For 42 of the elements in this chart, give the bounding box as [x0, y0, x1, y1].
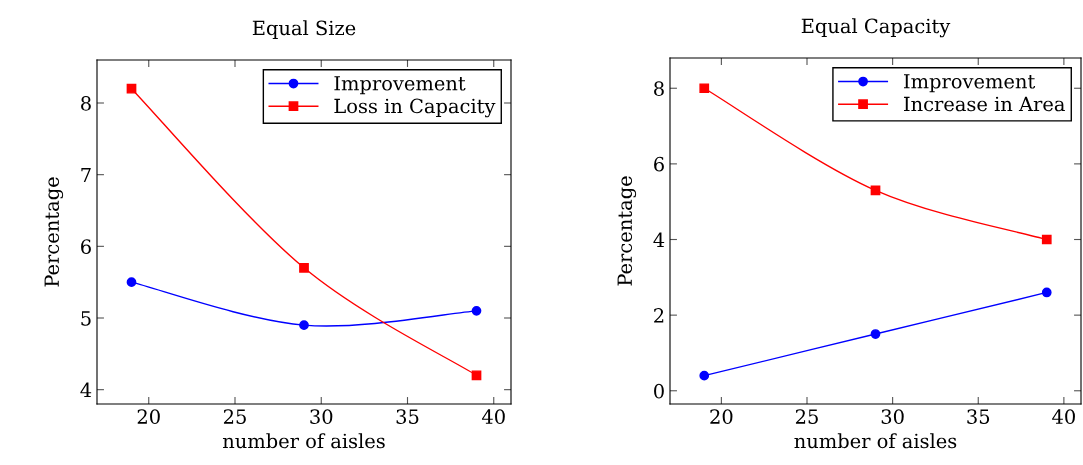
legend-label: Improvement	[904, 74, 1036, 93]
legend-label: Increase in Area	[904, 96, 1065, 112]
point	[870, 185, 881, 196]
y-tick-label: 7	[81, 167, 91, 183]
x-tick-label: 20	[710, 409, 733, 424]
point	[1041, 234, 1052, 245]
x-tick-label: 25	[223, 409, 246, 424]
x-tick-label: 20	[137, 409, 160, 424]
y-axis-title: Percentage	[617, 176, 637, 286]
point	[471, 305, 482, 316]
point	[699, 83, 710, 94]
x-tick-label: 35	[967, 409, 990, 424]
point	[870, 329, 881, 339]
x-axis-title: number of aisles	[794, 433, 957, 449]
x-tick-label: 30	[310, 409, 333, 424]
chart-title: Equal Size	[252, 20, 356, 40]
point	[126, 277, 137, 288]
x-tick-label: 40	[1052, 409, 1075, 424]
x-tick-label: 25	[795, 409, 818, 424]
point	[299, 320, 309, 331]
y-tick-label: 6	[654, 156, 664, 172]
y-tick-label: 8	[81, 95, 91, 111]
x-tick-label: 35	[396, 409, 419, 424]
chart-title: Equal Capacity	[801, 18, 951, 38]
y-tick-label: 6	[81, 239, 91, 254]
x-tick-label: 40	[481, 409, 505, 424]
y-tick-label: 4	[653, 232, 665, 247]
legend-label: Improvement	[334, 76, 466, 95]
point	[471, 370, 482, 381]
point	[126, 83, 137, 94]
y-tick-label: 8	[654, 81, 664, 96]
y-tick-label: 5	[81, 311, 91, 326]
point	[299, 262, 309, 273]
x-axis-title: number of aisles	[222, 433, 385, 449]
x-tick-label: 30	[881, 409, 904, 424]
y-axis-title: Percentage	[44, 177, 64, 287]
legend-label: Loss in Capacity	[334, 98, 496, 118]
y-tick-label: 4	[80, 382, 92, 398]
point	[699, 370, 710, 381]
y-tick-label: 0	[654, 383, 664, 399]
point	[1041, 287, 1052, 298]
y-tick-label: 2	[654, 308, 664, 323]
